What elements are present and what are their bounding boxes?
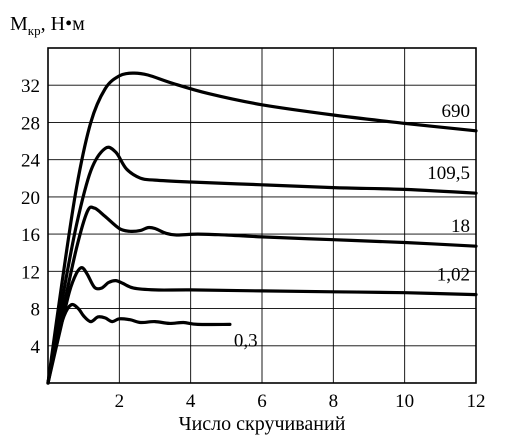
y-tick-label: 20 (21, 188, 40, 209)
series-label-109-5: 109,5 (427, 163, 470, 184)
y-tick-label: 12 (21, 262, 40, 283)
series-curve-109-5 (46, 145, 478, 385)
y-tick-label: 32 (21, 76, 40, 97)
series-labels: 690 109,5 18 1,02 0,3 (234, 101, 470, 352)
x-tick-label: 2 (115, 391, 125, 412)
series-curve-690 (46, 71, 478, 385)
y-tick-label: 24 (21, 151, 41, 172)
x-axis-title: Число скручиваний (179, 413, 346, 435)
series-label-18: 18 (451, 216, 470, 237)
series-curve-18 (46, 205, 478, 385)
series-label-690: 690 (442, 101, 471, 122)
y-axis-title: Мкр, Н•м (10, 13, 85, 38)
grid (48, 48, 476, 383)
series-label-1-02: 1,02 (437, 265, 470, 286)
x-tick-label: 8 (329, 391, 339, 412)
series-curves (46, 71, 478, 385)
y-tick-label: 4 (31, 337, 41, 358)
series-curve-0-3 (46, 302, 232, 385)
x-tick-label: 12 (467, 391, 486, 412)
y-axis-symbol: М (10, 13, 28, 35)
x-tick-label: 4 (186, 391, 196, 412)
y-tick-label: 28 (21, 113, 40, 134)
y-tick-label: 16 (21, 225, 40, 246)
x-tick-label: 6 (257, 391, 267, 412)
series-curve-1-02 (46, 266, 478, 385)
y-tick-label: 8 (31, 300, 41, 321)
y-axis-subscript: кр (28, 23, 41, 38)
plot-frame (47, 47, 477, 384)
x-tick-label: 10 (395, 391, 414, 412)
y-axis-unit: , Н•м (41, 13, 85, 35)
series-label-0-3: 0,3 (234, 330, 258, 351)
